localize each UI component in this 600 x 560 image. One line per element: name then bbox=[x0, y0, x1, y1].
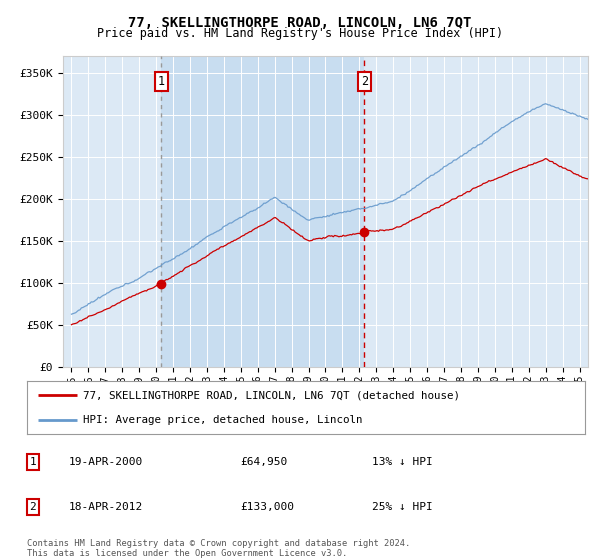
Text: Contains HM Land Registry data © Crown copyright and database right 2024.
This d: Contains HM Land Registry data © Crown c… bbox=[27, 539, 410, 558]
Text: 77, SKELLINGTHORPE ROAD, LINCOLN, LN6 7QT (detached house): 77, SKELLINGTHORPE ROAD, LINCOLN, LN6 7Q… bbox=[83, 390, 460, 400]
Bar bbox=[161, 56, 364, 367]
Text: 1: 1 bbox=[157, 74, 164, 88]
Text: 18-APR-2012: 18-APR-2012 bbox=[69, 502, 143, 512]
Text: 19-APR-2000: 19-APR-2000 bbox=[69, 457, 143, 467]
Text: 1: 1 bbox=[29, 457, 37, 467]
Text: 77, SKELLINGTHORPE ROAD, LINCOLN, LN6 7QT: 77, SKELLINGTHORPE ROAD, LINCOLN, LN6 7Q… bbox=[128, 16, 472, 30]
Text: £64,950: £64,950 bbox=[240, 457, 287, 467]
Text: HPI: Average price, detached house, Lincoln: HPI: Average price, detached house, Linc… bbox=[83, 414, 362, 424]
Text: 25% ↓ HPI: 25% ↓ HPI bbox=[372, 502, 433, 512]
Text: Price paid vs. HM Land Registry's House Price Index (HPI): Price paid vs. HM Land Registry's House … bbox=[97, 27, 503, 40]
Text: £133,000: £133,000 bbox=[240, 502, 294, 512]
Text: 2: 2 bbox=[29, 502, 37, 512]
Text: 13% ↓ HPI: 13% ↓ HPI bbox=[372, 457, 433, 467]
Text: 2: 2 bbox=[361, 74, 368, 88]
